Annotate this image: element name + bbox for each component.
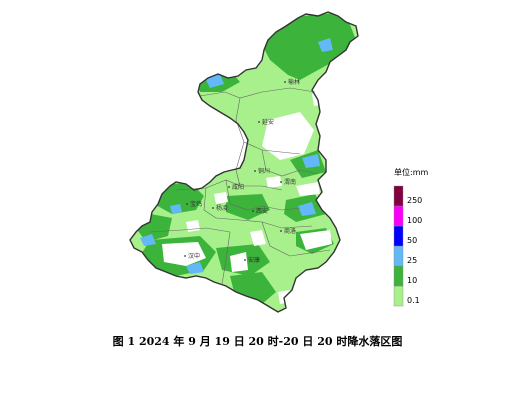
city-marker <box>212 207 214 209</box>
rain-blue-3 <box>302 154 320 168</box>
rain-blue-5 <box>140 234 156 246</box>
city-label: 安康 <box>248 256 260 264</box>
no-rain-7 <box>214 192 228 204</box>
legend-swatch <box>393 265 404 287</box>
rain-25-50-areas <box>140 38 333 274</box>
city-marker <box>228 186 230 188</box>
legend-label: 0.1 <box>407 296 420 305</box>
no-rain-4 <box>300 230 332 250</box>
legend-bins: 0.1 10 25 50 100 250 <box>393 185 422 307</box>
city-label: 延安 <box>262 118 274 126</box>
city-marker <box>258 121 260 123</box>
rain-blue-7 <box>170 204 182 214</box>
city-marker <box>186 203 188 205</box>
legend-title: 单位:mm <box>394 167 428 177</box>
city-label: 榆林 <box>288 78 300 86</box>
rain-patch-centre <box>226 194 270 220</box>
city-label: 西安 <box>256 207 268 215</box>
city-label: 宝鸡 <box>190 200 202 208</box>
legend-label: 50 <box>407 236 417 245</box>
legend-swatch <box>393 285 404 307</box>
no-rain-3 <box>162 242 206 266</box>
legend-swatch <box>393 245 404 267</box>
city-label: 汉中 <box>188 252 200 260</box>
legend-swatch <box>393 225 404 247</box>
city-marker <box>284 81 286 83</box>
province-border <box>129 11 359 313</box>
city-label: 铜川 <box>258 167 270 175</box>
legend-swatch <box>393 185 404 207</box>
city-label: 咸阳 <box>232 183 244 191</box>
legend-swatch <box>393 205 404 227</box>
no-rain-10 <box>266 176 282 188</box>
rain-blue-6 <box>186 262 204 274</box>
no-rain-1 <box>262 112 314 160</box>
city-marker <box>280 181 282 183</box>
rain-patch-north <box>262 12 356 80</box>
city-label: 杨凌 <box>216 204 228 212</box>
city-marker <box>252 210 254 212</box>
city-marker <box>254 170 256 172</box>
city-label: 渭南 <box>284 178 296 186</box>
legend-label: 10 <box>407 276 417 285</box>
city-marker <box>184 255 186 257</box>
no-rain-8 <box>186 220 200 232</box>
legend-label: 250 <box>407 196 422 205</box>
map-caption: 图 1 2024 年 9 月 19 日 20 时-20 日 20 时降水落区图 <box>112 335 403 348</box>
no-rain-6 <box>250 230 266 246</box>
city-label: 商洛 <box>284 227 296 235</box>
no-rain-2 <box>296 182 320 196</box>
rain-blue-4 <box>298 202 316 216</box>
city-marker <box>244 259 246 261</box>
city-marker <box>280 230 282 232</box>
legend-label: 100 <box>407 216 422 225</box>
legend-label: 25 <box>407 256 417 265</box>
legend: 单位:mm 0.1 10 25 50 100 250 <box>393 167 428 307</box>
rain-blue-2 <box>318 38 333 52</box>
no-rain-5 <box>230 252 248 272</box>
district-boundaries <box>149 87 331 285</box>
